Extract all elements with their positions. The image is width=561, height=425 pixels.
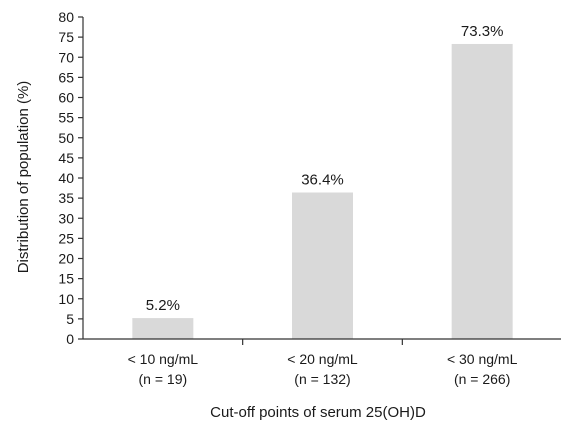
y-tick-label: 75 [58,29,74,45]
bar [132,318,194,339]
y-tick-label: 80 [58,9,74,25]
y-tick-label: 0 [66,331,74,347]
y-tick-label: 70 [58,49,74,65]
x-axis-title: Cut-off points of serum 25(OH)D [210,404,426,421]
data-label: 73.3% [461,23,504,40]
y-tick-label: 15 [58,271,74,287]
bar [451,43,513,339]
y-tick-label: 5 [66,311,74,327]
y-tick-label: 65 [58,69,74,85]
data-label: 36.4% [301,171,344,188]
x-tick-sublabel: (n = 266) [454,371,510,387]
plot-area: 0 5 10 15 20 25 30 35 40 45 50 55 60 65 70 75 80 < 10 ng/… [58,9,561,387]
x-tick-label: < 10 ng/mL [128,351,199,367]
y-axis-title: Distribution of population (%) [15,81,32,274]
x-tick-sublabel: (n = 132) [294,371,350,387]
x-tick-sublabel: (n = 19) [139,371,188,387]
y-tick-label: 50 [58,130,74,146]
x-tick-label: < 30 ng/mL [447,351,518,367]
x-tick-label: < 20 ng/mL [287,351,358,367]
y-tick-label: 45 [58,150,74,166]
data-label: 5.2% [146,297,180,314]
bar [292,192,353,339]
y-tick-label: 35 [58,190,74,206]
y-tick-label: 20 [58,251,74,267]
y-tick-label: 40 [58,170,74,186]
y-tick-label: 60 [58,90,74,106]
y-tick-label: 30 [58,210,74,226]
y-tick-label: 10 [58,291,74,307]
y-tick-label: 55 [58,110,74,126]
y-tick-label: 25 [58,230,74,246]
